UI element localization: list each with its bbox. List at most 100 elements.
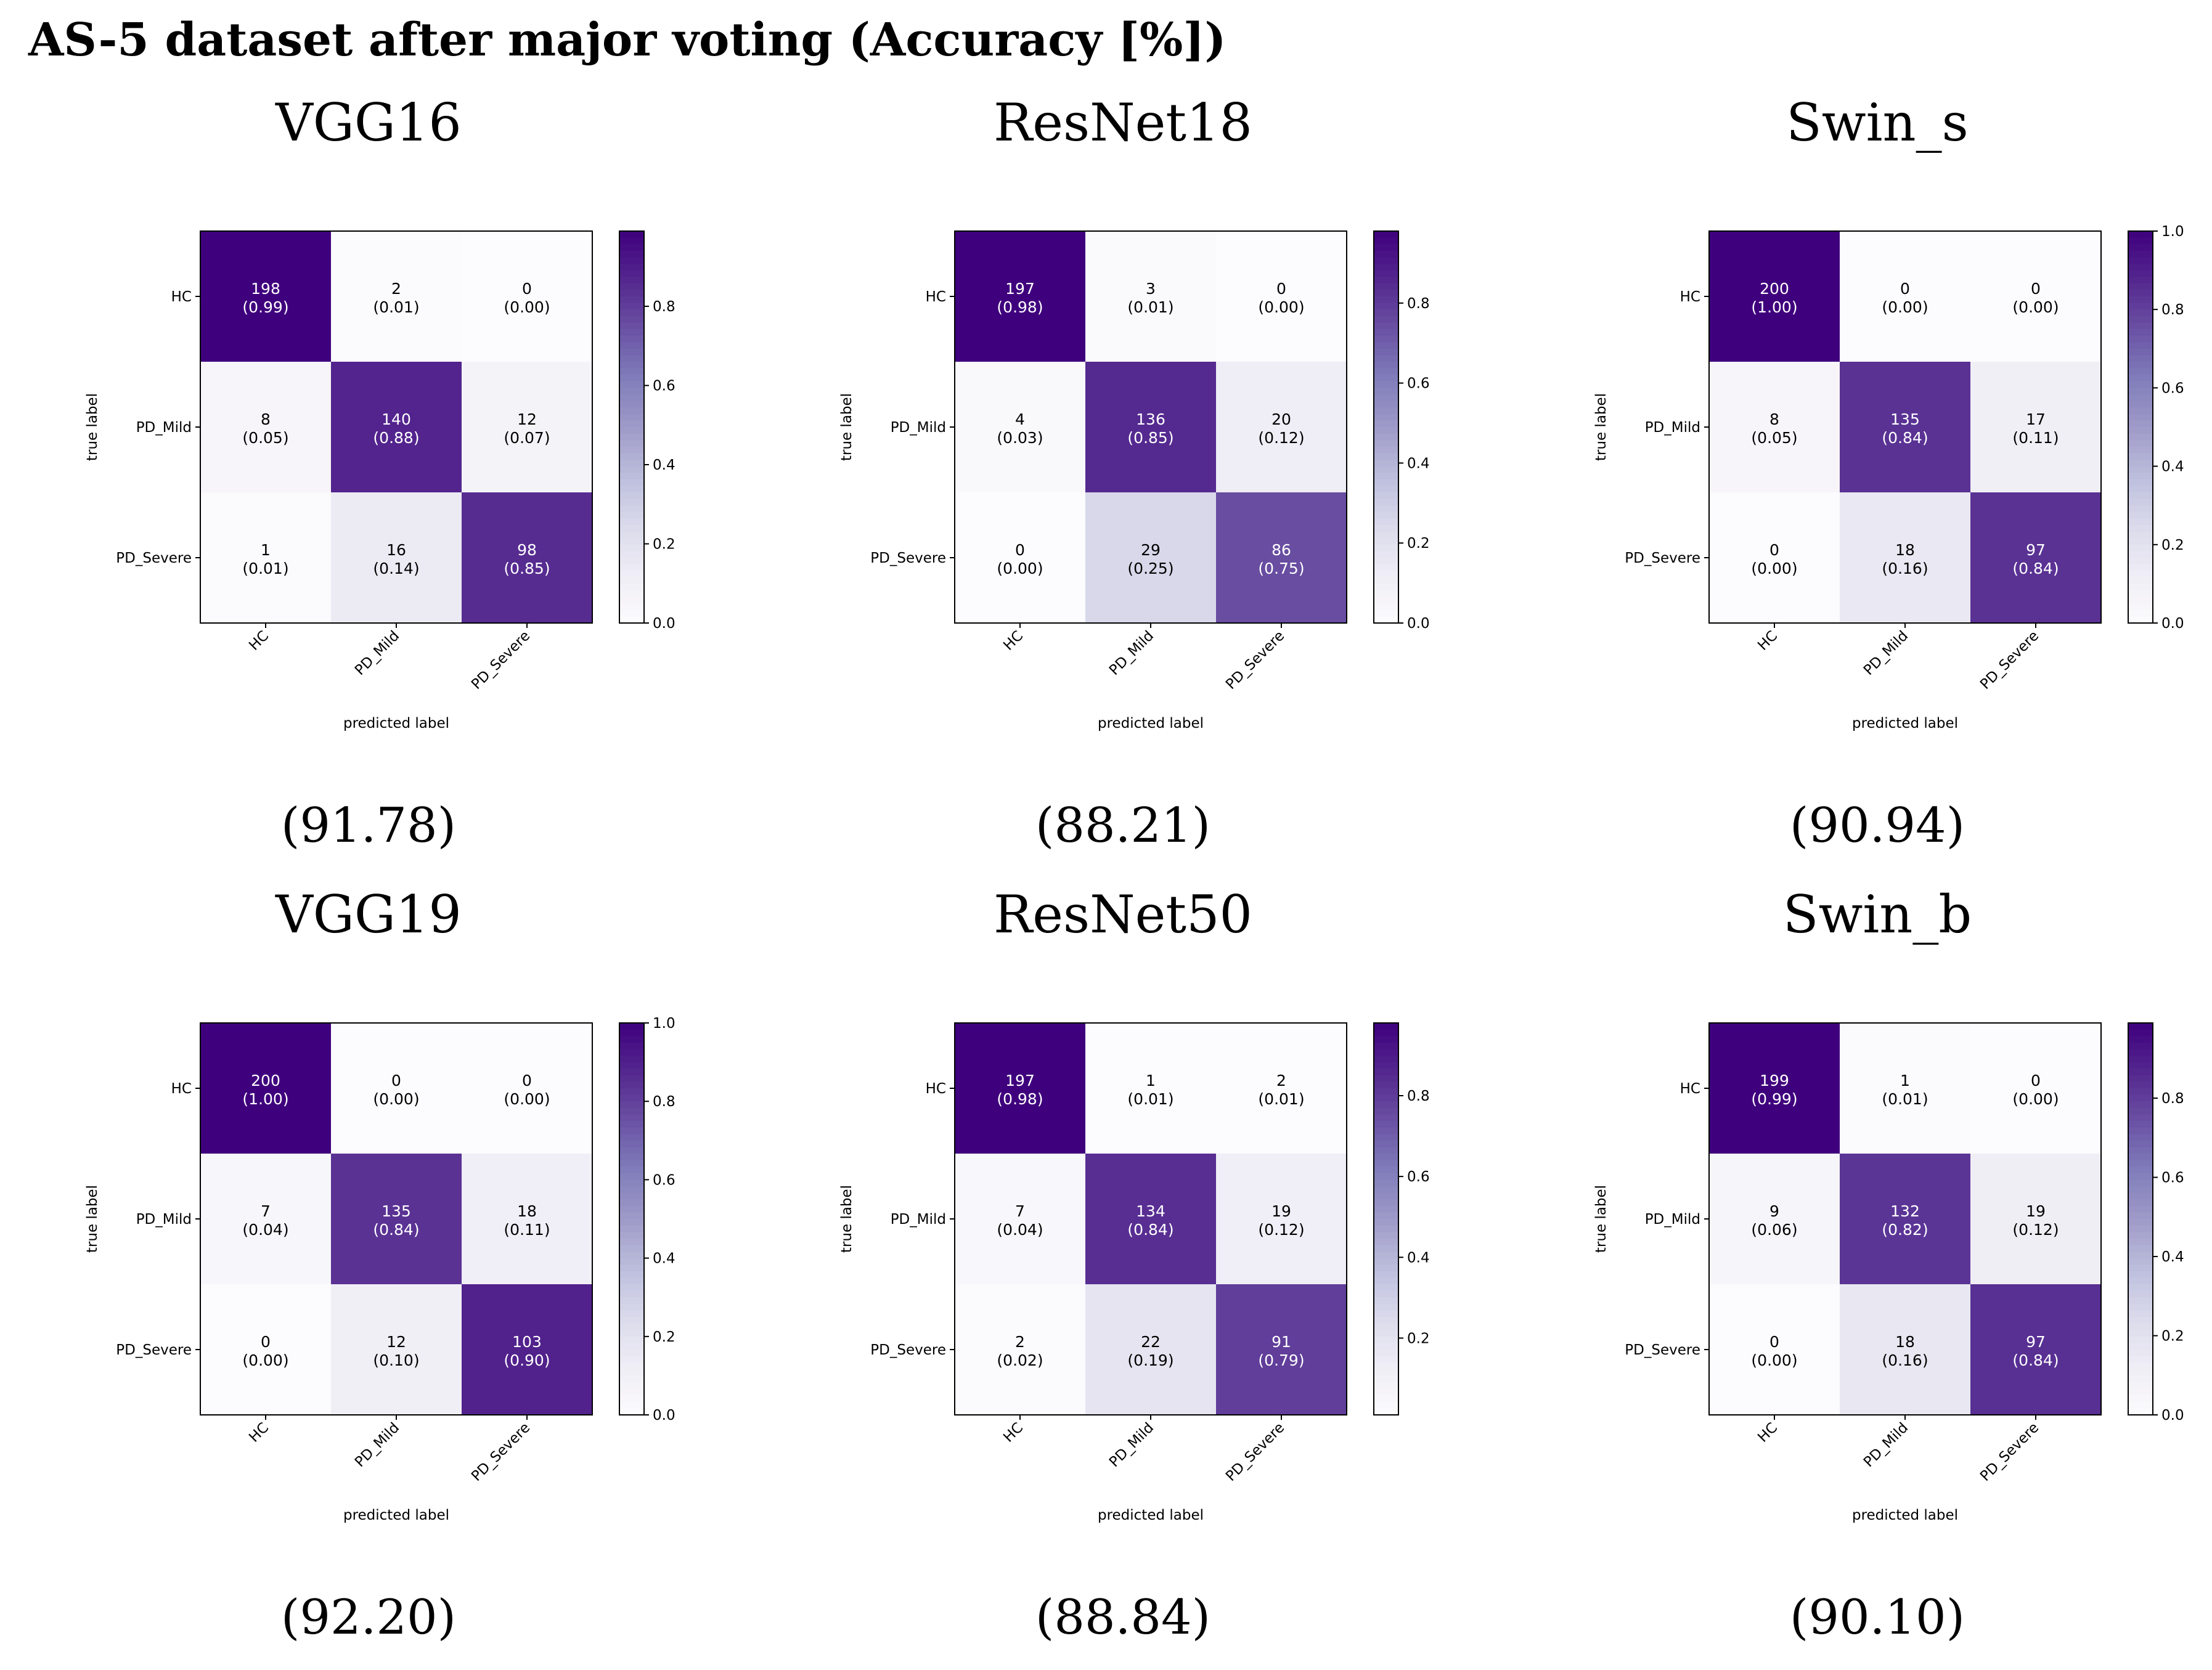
matrix-cell (1709, 1023, 1840, 1154)
colorbar-segment (1374, 1114, 1398, 1122)
cell-count: 0 (391, 1072, 401, 1090)
cell-ratio: (0.19) (1127, 1351, 1173, 1369)
colorbar-segment (2128, 499, 2153, 506)
colorbar-segment (1374, 329, 1398, 336)
colorbar-segment (619, 1238, 644, 1245)
colorbar-segment (1374, 362, 1398, 369)
matrix-cell (200, 1023, 331, 1154)
colorbar-segment (619, 329, 644, 336)
colorbar-segment (1374, 440, 1398, 447)
matrix-cell (1840, 1154, 1970, 1284)
colorbar-segment (1374, 1049, 1398, 1056)
colorbar-segment (2128, 388, 2153, 395)
colorbar-segment (2128, 1042, 2153, 1049)
colorbar-segment (619, 1212, 644, 1220)
colorbar-segment (1374, 473, 1398, 480)
colorbar-segment (2128, 1310, 2153, 1318)
cell-count: 8 (1769, 410, 1779, 428)
cell-ratio: (0.11) (2012, 429, 2059, 447)
accuracy-value: (90.10) (1789, 1590, 1965, 1645)
cell-ratio: (0.01) (1258, 1090, 1304, 1108)
cell-count: 1 (1146, 1072, 1156, 1090)
colorbar-segment (619, 257, 644, 264)
colorbar-segment (619, 505, 644, 513)
colorbar-segment (619, 335, 644, 343)
colorbar-segment (1374, 244, 1398, 251)
matrix-cell (331, 1154, 462, 1284)
colorbar-segment (2128, 1160, 2153, 1167)
colorbar-segment (619, 511, 644, 519)
x-tick-label: PD_Severe (1977, 1420, 2042, 1485)
colorbar-segment (2128, 264, 2153, 271)
colorbar-segment (1374, 1310, 1398, 1318)
colorbar-segment (2128, 329, 2153, 336)
colorbar-segment (619, 609, 644, 617)
cell-ratio: (0.99) (242, 298, 288, 316)
cell-ratio: (0.84) (1127, 1221, 1173, 1239)
cell-ratio: (1.00) (1751, 298, 1797, 316)
colorbar-segment (2128, 1049, 2153, 1056)
matrix-cell (1709, 231, 1840, 362)
colorbar-segment (2128, 1154, 2153, 1161)
figure-title: AS-5 dataset after major voting (Accurac… (28, 14, 1226, 67)
y-tick-label: HC (171, 1081, 192, 1097)
colorbar-segment (619, 499, 644, 506)
colorbar-segment (1374, 486, 1398, 493)
colorbar-segment (619, 277, 644, 284)
colorbar-segment (1374, 1029, 1398, 1037)
colorbar-segment (619, 283, 644, 290)
colorbar-segment (1374, 1330, 1398, 1337)
cell-count: 8 (261, 410, 271, 428)
colorbar-segment (619, 270, 644, 277)
matrix-cell (1970, 1154, 2101, 1284)
cell-count: 2 (1015, 1333, 1025, 1351)
colorbar-segment (1374, 1173, 1398, 1180)
colorbar-segment (1374, 1238, 1398, 1245)
matrix-cell (1970, 1023, 2101, 1154)
colorbar-segment (619, 1284, 644, 1292)
colorbar-segment (619, 571, 644, 578)
colorbar-segment (2128, 1023, 2153, 1030)
colorbar-segment (1374, 1317, 1398, 1324)
cell-ratio: (0.01) (1127, 298, 1173, 316)
colorbar-segment (1374, 420, 1398, 428)
cell-count: 3 (1146, 280, 1156, 298)
x-tick-label: PD_Mild (1861, 1420, 1911, 1470)
matrix-cell (1970, 1284, 2101, 1415)
matrix-cell (331, 492, 462, 623)
cell-ratio: (0.25) (1127, 560, 1173, 577)
colorbar-segment (2128, 446, 2153, 454)
colorbar-segment (1374, 1199, 1398, 1207)
colorbar-segment (1374, 1388, 1398, 1396)
matrix-cell (331, 231, 462, 362)
colorbar-segment (1374, 525, 1398, 532)
colorbar-segment (619, 518, 644, 526)
cell-count: 200 (1760, 280, 1789, 298)
colorbar-segment (619, 466, 644, 473)
cell-ratio: (0.82) (1882, 1221, 1928, 1239)
colorbar-segment (2128, 1232, 2153, 1239)
matrix-cell (1216, 1284, 1347, 1415)
x-tick-label: PD_Mild (352, 1420, 402, 1470)
x-tick-label: HC (1000, 628, 1026, 654)
colorbar-segment (2128, 270, 2153, 277)
y-axis-label: true label (1593, 393, 1609, 461)
x-tick-label: PD_Severe (1977, 628, 2042, 693)
colorbar-segment (2128, 1029, 2153, 1037)
colorbar-segment (1374, 1107, 1398, 1115)
accuracy-value: (90.94) (1789, 798, 1965, 853)
model-title: ResNet18 (994, 92, 1252, 153)
colorbar-segment (619, 1199, 644, 1207)
colorbar-segment (2128, 1375, 2153, 1383)
accuracy-value: (92.20) (280, 1590, 457, 1645)
colorbar-segment (1374, 453, 1398, 460)
colorbar-segment (2128, 309, 2153, 317)
x-tick-label: HC (1755, 628, 1781, 654)
colorbar-segment (2128, 1297, 2153, 1305)
colorbar-segment (619, 525, 644, 532)
colorbar-segment (2128, 1062, 2153, 1069)
colorbar-segment (2128, 1056, 2153, 1063)
colorbar-segment (1374, 1284, 1398, 1292)
cell-ratio: (0.00) (1882, 298, 1928, 316)
y-tick-label: PD_Severe (870, 1342, 946, 1358)
